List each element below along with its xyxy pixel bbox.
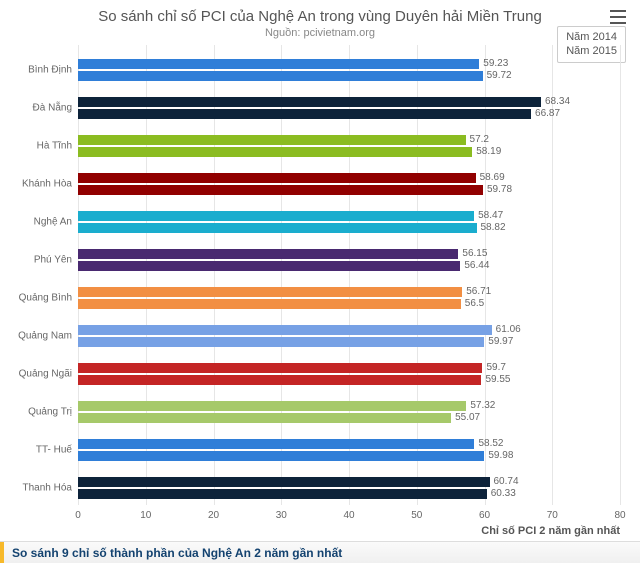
bar-value-label: 58.82 — [477, 222, 506, 233]
category-label: Nghệ An — [6, 217, 72, 228]
bar[interactable]: 58.19 — [78, 147, 472, 157]
caption-text: So sánh 9 chỉ số thành phần của Nghệ An … — [12, 546, 342, 560]
bar[interactable]: 56.71 — [78, 287, 462, 297]
bar-value-label: 66.87 — [531, 108, 560, 119]
bar-value-label: 59.23 — [479, 58, 508, 69]
category-label: Đà Nẵng — [6, 103, 72, 114]
bar-value-label: 68.34 — [541, 96, 570, 107]
category-label: Thanh Hóa — [6, 483, 72, 494]
xaxis-title: Chỉ số PCI 2 năm gần nhất — [481, 525, 620, 537]
category-label: Quảng Ngãi — [6, 369, 72, 380]
category-label: Phú Yên — [6, 255, 72, 266]
bar-value-label: 58.52 — [474, 438, 503, 449]
bar[interactable]: 58.69 — [78, 173, 476, 183]
bar[interactable]: 58.82 — [78, 223, 477, 233]
bar[interactable]: 56.44 — [78, 261, 460, 271]
grid-area: Bình Định59.2359.72Đà Nẵng68.3466.87Hà T… — [78, 45, 620, 505]
chart-subtitle: Nguồn: pcivietnam.org — [10, 27, 630, 39]
hamburger-icon[interactable] — [610, 10, 626, 24]
x-tick-label: 50 — [411, 510, 422, 521]
bar[interactable]: 58.47 — [78, 211, 474, 221]
bar[interactable]: 57.32 — [78, 401, 466, 411]
bar-value-label: 56.71 — [462, 286, 491, 297]
bar[interactable]: 58.52 — [78, 439, 474, 449]
bar-value-label: 56.44 — [460, 260, 489, 271]
bar-value-label: 59.98 — [484, 450, 513, 461]
bar[interactable]: 66.87 — [78, 109, 531, 119]
x-tick-label: 10 — [140, 510, 151, 521]
bar[interactable]: 59.97 — [78, 337, 484, 347]
bar-value-label: 60.74 — [490, 476, 519, 487]
bar-value-label: 59.78 — [483, 184, 512, 195]
x-tick-label: 60 — [479, 510, 490, 521]
plot-area: Bình Định59.2359.72Đà Nẵng68.3466.87Hà T… — [78, 45, 620, 535]
gridline — [620, 45, 621, 505]
bar[interactable]: 59.72 — [78, 71, 483, 81]
x-tick-label: 30 — [276, 510, 287, 521]
bar-value-label: 61.06 — [492, 324, 521, 335]
caption-accent — [0, 542, 4, 563]
category-label: Bình Định — [6, 65, 72, 76]
bar[interactable]: 68.34 — [78, 97, 541, 107]
category-label: Quảng Trị — [6, 407, 72, 418]
bar-value-label: 58.69 — [476, 172, 505, 183]
x-tick-label: 20 — [208, 510, 219, 521]
bar[interactable]: 59.55 — [78, 375, 481, 385]
bar[interactable]: 59.7 — [78, 363, 482, 373]
bar[interactable]: 61.06 — [78, 325, 492, 335]
bar-value-label: 56.15 — [458, 248, 487, 259]
bar[interactable]: 55.07 — [78, 413, 451, 423]
bar[interactable]: 59.98 — [78, 451, 484, 461]
bar[interactable]: 59.78 — [78, 185, 483, 195]
bar[interactable]: 56.5 — [78, 299, 461, 309]
category-label: Quảng Nam — [6, 331, 72, 342]
bar-value-label: 58.47 — [474, 210, 503, 221]
bar-value-label: 57.2 — [466, 134, 489, 145]
legend-item[interactable]: Năm 2014 — [566, 30, 617, 44]
bar-value-label: 59.97 — [484, 336, 513, 347]
bar[interactable]: 56.15 — [78, 249, 458, 259]
x-tick-label: 0 — [75, 510, 81, 521]
bar-value-label: 56.5 — [461, 298, 484, 309]
category-label: TT- Huế — [6, 445, 72, 456]
category-label: Khánh Hòa — [6, 179, 72, 190]
x-tick-label: 40 — [343, 510, 354, 521]
x-tick-label: 70 — [547, 510, 558, 521]
bar-value-label: 60.33 — [487, 488, 516, 499]
category-label: Quảng Bình — [6, 293, 72, 304]
category-label: Hà Tĩnh — [6, 141, 72, 152]
bar[interactable]: 59.23 — [78, 59, 479, 69]
chart-title: So sánh chỉ số PCI của Nghệ An trong vùn… — [10, 8, 630, 25]
bar-value-label: 59.55 — [481, 374, 510, 385]
chart-container: So sánh chỉ số PCI của Nghệ An trong vùn… — [0, 0, 640, 535]
bar-value-label: 57.32 — [466, 400, 495, 411]
bar-value-label: 55.07 — [451, 412, 480, 423]
bar[interactable]: 60.33 — [78, 489, 487, 499]
bar-value-label: 59.7 — [482, 362, 505, 373]
bar[interactable]: 57.2 — [78, 135, 466, 145]
bar[interactable]: 60.74 — [78, 477, 490, 487]
caption-bar: So sánh 9 chỉ số thành phần của Nghệ An … — [0, 541, 640, 563]
bar-value-label: 58.19 — [472, 146, 501, 157]
x-tick-label: 80 — [614, 510, 625, 521]
bar-value-label: 59.72 — [483, 70, 512, 81]
